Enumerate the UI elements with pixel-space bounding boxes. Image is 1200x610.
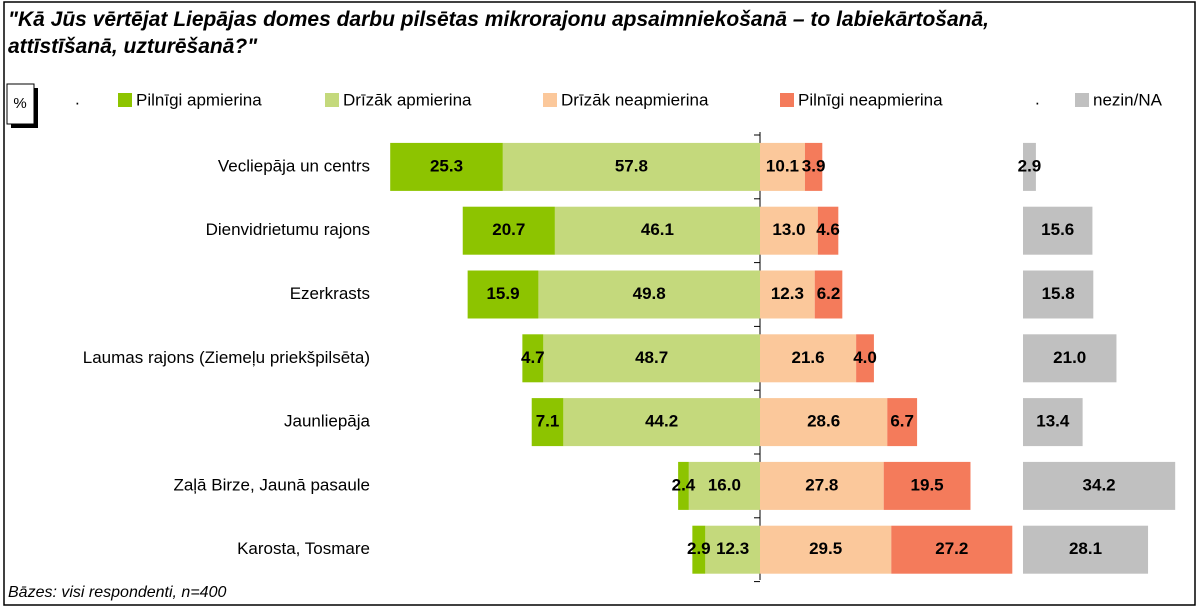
bar-segment: [467, 270, 539, 319]
bar-segment: [887, 398, 918, 447]
value-label: 2.9: [687, 539, 711, 558]
legend-swatch: [780, 93, 794, 107]
bar-segment: [760, 398, 888, 447]
bar-segment: [692, 525, 706, 574]
category-label: Zaļā Birze, Jaunā pasaule: [173, 475, 370, 494]
legend-swatch: [118, 93, 132, 107]
unit-box: [6, 83, 35, 125]
legend-spacer: .: [1035, 89, 1040, 108]
unit-label: %: [13, 95, 26, 112]
legend-label: Pilnīgi apmierina: [136, 90, 262, 109]
bar-segment: [760, 206, 818, 255]
bar-segment: [462, 206, 555, 255]
value-label: 29.5: [809, 539, 842, 558]
bar-segment: [563, 398, 760, 447]
bar-segment: [883, 461, 971, 510]
bar-segment: [1023, 525, 1149, 574]
value-label: 12.3: [771, 284, 804, 303]
value-label: 27.8: [805, 475, 838, 494]
value-label: 27.2: [935, 539, 968, 558]
bar-segment: [1023, 334, 1117, 383]
bar-segment: [531, 398, 564, 447]
value-label: 21.6: [792, 348, 825, 367]
value-label: 20.7: [492, 220, 525, 239]
bar-segment: [390, 142, 503, 191]
legend-label: Drīzāk neapmierina: [561, 90, 709, 109]
value-label: 44.2: [645, 412, 678, 431]
bar-segment: [804, 142, 823, 191]
value-label: 15.8: [1042, 284, 1075, 303]
footnote: Bāzes: visi respondenti, n=400: [8, 584, 226, 601]
value-label: 7.1: [536, 412, 560, 431]
category-label: Ezerkrasts: [290, 284, 370, 303]
bar-segment: [760, 525, 892, 574]
value-label: 57.8: [615, 156, 648, 175]
value-label: 49.8: [633, 284, 666, 303]
value-label: 15.6: [1041, 220, 1074, 239]
value-label: 15.9: [486, 284, 519, 303]
bar-segment: [760, 142, 805, 191]
bar-segment: [1023, 142, 1036, 191]
bar-segment: [891, 525, 1013, 574]
value-label: 2.9: [1018, 156, 1042, 175]
value-label: 19.5: [911, 475, 944, 494]
value-label: 4.6: [816, 220, 840, 239]
value-label: 48.7: [635, 348, 668, 367]
bar-segment: [502, 142, 760, 191]
bar-segment: [1023, 398, 1083, 447]
value-label: 4.0: [853, 348, 877, 367]
value-label: 4.7: [521, 348, 545, 367]
bar-segment: [1023, 461, 1176, 510]
category-label: Karosta, Tosmare: [237, 539, 370, 558]
bar-segment: [538, 270, 760, 319]
value-label: 10.1: [766, 156, 799, 175]
bar-segment: [705, 525, 760, 574]
bar-segment: [817, 206, 839, 255]
value-label: 28.1: [1069, 539, 1102, 558]
chart-title: "Kā Jūs vērtējat Liepājas domes darbu pi…: [8, 8, 989, 58]
category-label: Laumas rajons (Ziemeļu priekšpilsēta): [83, 348, 370, 367]
value-label: 3.9: [802, 156, 826, 175]
bar-segment: [554, 206, 760, 255]
category-label: Dienvidrietumu rajons: [206, 220, 370, 239]
bar-segment: [688, 461, 760, 510]
bar-segment: [543, 334, 760, 383]
legend-label: Drīzāk apmierina: [343, 90, 472, 109]
bar-segment: [856, 334, 874, 383]
bar-segment: [760, 334, 857, 383]
value-label: 13.4: [1036, 412, 1070, 431]
category-label: Jaunliepāja: [284, 412, 371, 431]
value-label: 34.2: [1083, 475, 1116, 494]
value-label: 12.3: [716, 539, 749, 558]
legend-swatch: [325, 93, 339, 107]
bar-segment: [1023, 206, 1093, 255]
legend-spacer: .: [75, 89, 80, 108]
bar-segment: [760, 461, 884, 510]
value-label: 25.3: [430, 156, 463, 175]
category-label: Vecliepāja un centrs: [218, 156, 370, 175]
value-label: 16.0: [708, 475, 741, 494]
value-label: 2.4: [672, 475, 696, 494]
value-label: 21.0: [1053, 348, 1086, 367]
bar-segment: [522, 334, 544, 383]
value-label: 28.6: [807, 412, 840, 431]
legend-swatch: [1075, 93, 1089, 107]
bar-segment: [814, 270, 843, 319]
bar-segment: [1023, 270, 1094, 319]
legend-label: Pilnīgi neapmierina: [798, 90, 943, 109]
value-label: 13.0: [772, 220, 805, 239]
bar-segment: [678, 461, 689, 510]
value-label: 46.1: [641, 220, 674, 239]
bar-segment: [760, 270, 815, 319]
value-label: 6.7: [890, 412, 914, 431]
legend-label: nezin/NA: [1093, 90, 1163, 109]
legend-swatch: [543, 93, 557, 107]
value-label: 6.2: [817, 284, 841, 303]
